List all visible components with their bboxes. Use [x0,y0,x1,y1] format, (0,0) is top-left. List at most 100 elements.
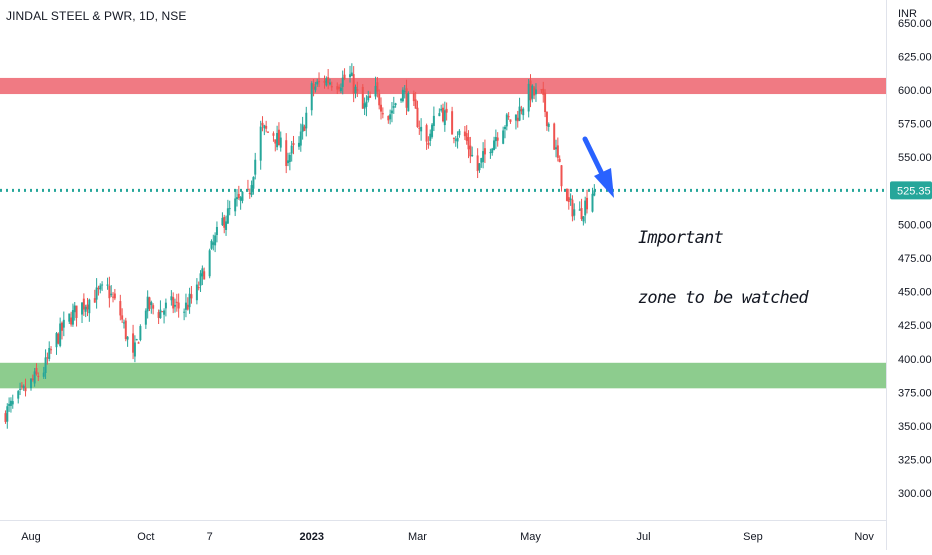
candle [274,139,277,152]
resistance-zone[interactable] [0,77,886,95]
candle [132,324,135,360]
candle-body [139,326,142,341]
candle [290,140,293,162]
candle [259,120,262,170]
candle [489,148,492,159]
candle-body [394,103,397,106]
candle-body [174,304,177,307]
candle [121,308,124,324]
candle-body [361,86,364,109]
candle-body [339,87,342,92]
candle-body [70,317,73,325]
candle [480,157,483,168]
candle [363,97,366,116]
candle-body [445,108,448,113]
annotation-text[interactable]: Important zone to be watched [638,188,809,348]
candle-body [35,367,38,375]
candle-body [62,319,65,328]
candle [328,78,331,86]
candle-body [341,77,344,87]
candle [573,203,576,221]
candle-body [126,336,129,340]
candle [352,66,355,103]
candle [223,214,226,234]
candle-body [330,86,333,88]
candle [57,332,60,345]
candle [471,146,474,157]
price-tick-label: 375.00 [898,387,932,399]
candle [394,102,397,108]
candle [210,239,213,250]
annotation-line-1: Important [638,228,724,248]
candle [514,114,517,130]
candle-body [199,273,202,286]
candle-body [4,413,7,422]
support-zone[interactable] [0,362,886,389]
candle [427,136,430,149]
candle [591,187,594,213]
candle [159,300,162,319]
candle [456,131,459,149]
candle [494,129,497,149]
candle-body [261,122,264,126]
last-price-value: 525.35 [897,185,931,197]
candle [70,311,73,327]
candle-body [451,111,454,135]
candle [163,308,166,324]
candle-body [569,198,572,201]
annotation-line-2: zone to be watched [638,288,809,308]
last-price-badge[interactable]: 525.35 [890,181,932,200]
candle-body [101,284,104,286]
candle-body [170,296,173,301]
candle [312,79,315,97]
candle-body [93,298,96,303]
candle-body [507,116,510,118]
candle-body [31,378,34,380]
candle [381,107,384,119]
candle-body [387,116,390,121]
candle-body [520,109,523,112]
candle-body [86,304,89,310]
candle [106,277,109,290]
time-tick-label: 2023 [299,531,323,543]
symbol-title[interactable]: JINDAL STEEL & PWR, 1D, NSE [6,9,187,23]
candle-body [239,197,242,201]
candle-body [259,126,262,161]
candle-body [522,108,525,116]
candle-body [567,197,570,202]
candle-body [553,123,556,150]
candle [578,201,581,211]
candle-body [403,90,406,92]
candle-body [190,294,193,299]
candle [325,76,328,87]
candle-body [228,208,231,210]
candle [126,336,129,347]
candle [177,293,180,318]
arrow-layer [582,136,614,198]
candle [374,76,377,100]
candle-body [580,208,583,220]
candle [139,324,142,342]
candle-body [57,333,60,344]
candle-body [503,126,506,130]
candle [119,294,122,321]
candle-body [285,140,288,166]
candle [418,120,421,135]
candle [172,292,175,314]
candle [445,102,448,121]
candle [467,130,470,159]
candle [403,85,406,99]
candle [86,297,89,317]
candle-body [82,298,85,310]
candle [201,265,204,286]
candle-body [17,391,20,399]
candle [376,76,379,98]
candle-body [544,92,547,113]
candle [137,341,140,344]
arrow-icon[interactable] [582,136,614,198]
candle-body [112,296,115,298]
candle [534,83,537,102]
candle [68,313,71,324]
